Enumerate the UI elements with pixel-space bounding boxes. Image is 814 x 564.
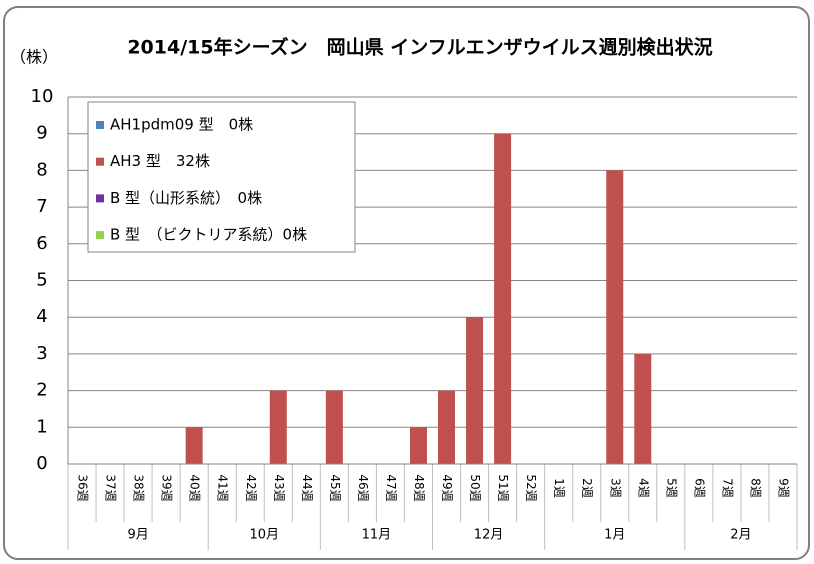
y-tick-label: 3 [36,343,47,364]
bar [606,170,624,464]
chart-title: 2014/15年シーズン 岡山県 インフルエンザウイルス週別検出状況 [127,36,712,59]
x-tick-label: 43週 [272,474,286,501]
x-tick-label: 48週 [412,474,426,501]
x-tick-label: 5週 [664,478,678,498]
bar [269,390,287,464]
bar [185,427,203,464]
x-tick-label: 37週 [104,474,118,501]
bar [325,390,343,464]
bar [409,427,427,464]
chart-frame [3,6,810,560]
x-tick-label: 4週 [636,478,650,498]
bar [438,390,456,464]
legend-swatch [96,194,104,203]
x-tick-label: 46週 [356,474,370,501]
group-label: 9月 [127,528,148,543]
legend-swatch [96,231,104,240]
group-label: 10月 [249,528,279,543]
x-tick-label: 39週 [160,474,174,501]
x-tick-label: 6週 [692,478,706,498]
y-tick-label: 9 [36,123,47,144]
legend-label: B 型（山形系統） 0株 [110,189,262,207]
x-tick-label: 38週 [132,474,146,501]
x-tick-label: 44週 [300,474,314,501]
legend-label: AH3 型 32株 [110,152,210,170]
y-axis-label: （株） [10,48,58,67]
legend-swatch [96,121,104,129]
x-tick-label: 49週 [440,474,454,501]
x-tick-label: 9週 [776,478,790,498]
y-tick-label: 0 [36,453,47,474]
x-tick-label: 1週 [552,478,566,498]
x-tick-label: 42週 [244,474,258,501]
x-tick-label: 45週 [328,474,342,501]
y-tick-label: 2 [36,380,47,401]
x-tick-label: 7週 [720,478,734,498]
bar [466,317,484,464]
y-tick-label: 5 [36,270,47,291]
group-label: 11月 [362,528,392,543]
bar [494,133,512,464]
legend-box [87,101,356,253]
x-tick-label: 3週 [608,478,622,498]
group-label: 12月 [474,528,504,543]
group-label: 1月 [604,528,625,543]
y-tick-label: 8 [36,159,47,180]
x-tick-label: 41週 [216,474,230,501]
legend-label: AH1pdm09 型 0株 [110,116,253,134]
y-tick-label: 1 [36,416,47,437]
group-label: 2月 [730,528,751,543]
legend-swatch [96,157,104,166]
x-tick-label: 2週 [580,478,594,498]
x-tick-label: 50週 [468,474,482,501]
x-tick-label: 8週 [748,478,762,498]
y-tick-label: 7 [36,196,47,217]
y-tick-label: 4 [36,306,47,327]
y-tick-label: 10 [31,86,54,107]
x-tick-label: 47週 [384,474,398,501]
x-tick-label: 51週 [496,474,510,501]
legend-label: B 型 （ビクトリア系統）0株 [110,226,307,244]
bar [634,353,652,464]
x-tick-label: 36週 [76,474,90,501]
y-tick-label: 6 [36,233,47,254]
x-tick-label: 52週 [524,474,538,501]
x-tick-label: 40週 [188,474,202,501]
